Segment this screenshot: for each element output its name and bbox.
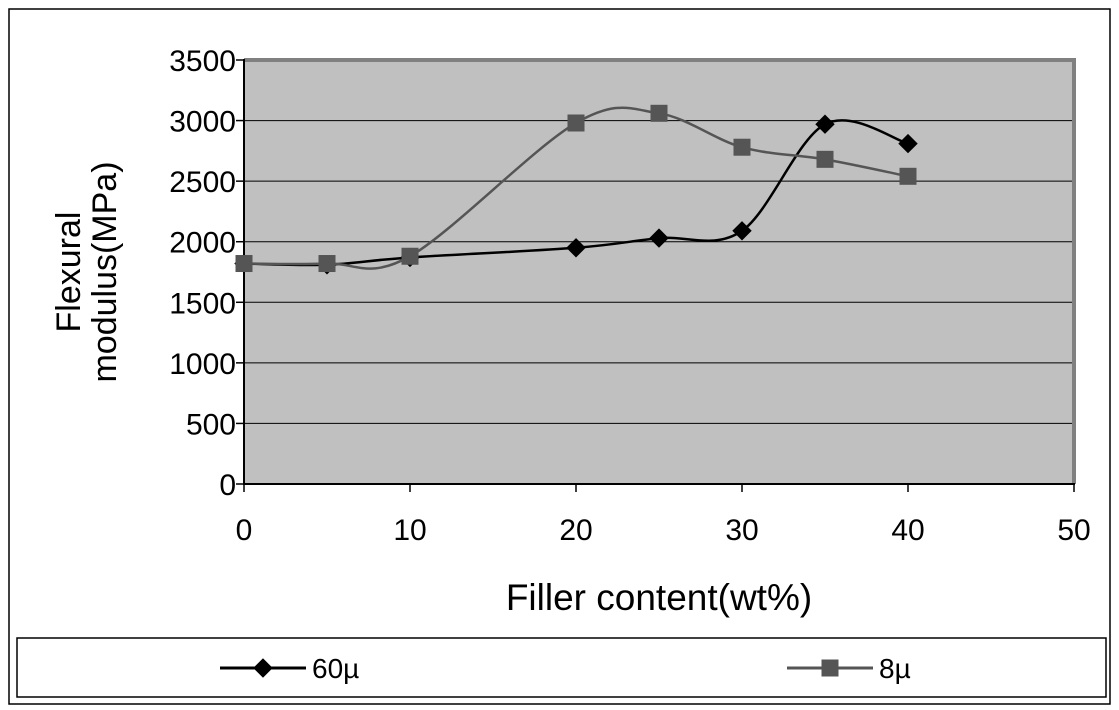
x-tick-label: 10 (393, 514, 426, 547)
y-tick-label: 0 (219, 469, 236, 502)
data-point (732, 221, 752, 241)
series-layer (234, 104, 918, 275)
legend: 60µ 8µ (220, 653, 911, 684)
data-point (733, 138, 751, 156)
data-point (318, 255, 336, 273)
legend-marker (821, 659, 839, 677)
data-point (815, 114, 835, 134)
legend-item: 60µ (220, 653, 359, 684)
y-tick-label: 3500 (169, 45, 236, 78)
data-point (566, 238, 586, 258)
data-point (899, 167, 917, 185)
y-tick-label: 2500 (169, 166, 236, 199)
legend-label: 60µ (312, 653, 359, 684)
y-axis-ticks: 0 500 1000 1500 2000 2500 3000 3500 (169, 45, 244, 502)
legend-item: 8µ (787, 653, 911, 684)
data-point (898, 133, 918, 154)
series-line (243, 106, 909, 270)
legend-box (16, 637, 1107, 698)
series-2 (235, 104, 917, 273)
y-tick-label: 3000 (169, 106, 236, 139)
x-axis-ticks: 0 10 20 30 40 50 (236, 484, 1091, 547)
x-tick-label: 20 (559, 514, 592, 547)
y-axis-title-line-1: Flexural (50, 212, 88, 333)
x-tick-label: 40 (891, 514, 924, 547)
x-tick-label: 0 (236, 514, 253, 547)
data-point (649, 228, 669, 248)
x-tick-label: 30 (725, 514, 758, 547)
legend-marker (253, 658, 273, 678)
y-tick-label: 500 (186, 408, 236, 441)
y-axis-title: Flexural modulus(MPa) (50, 161, 124, 382)
legend-label: 8µ (879, 653, 911, 684)
data-point (567, 114, 585, 132)
data-point (650, 104, 668, 122)
y-tick-label: 2000 (169, 227, 236, 260)
data-point (401, 247, 419, 265)
data-point (816, 150, 834, 168)
plot-area (244, 60, 1074, 484)
x-axis-title: Filler content(wt%) (506, 577, 812, 618)
data-point (235, 255, 253, 273)
x-tick-label: 50 (1057, 514, 1090, 547)
y-tick-label: 1500 (169, 287, 236, 320)
y-axis-title-line-2: modulus(MPa) (86, 161, 124, 382)
y-tick-label: 1000 (169, 348, 236, 381)
